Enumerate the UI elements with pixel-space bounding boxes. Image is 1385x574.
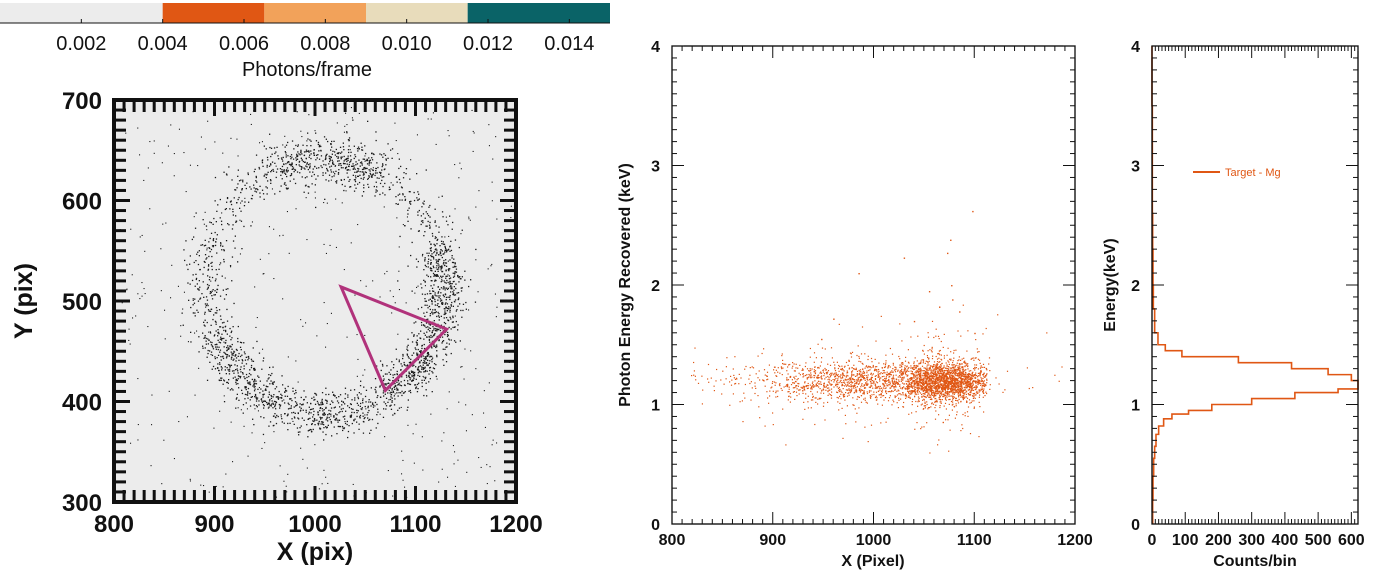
middle-y-tick-label: 4 (651, 39, 660, 56)
colorbar-tick-label: 0.004 (138, 33, 188, 55)
colorbar-bands (0, 3, 610, 24)
middle-plot-frame (671, 45, 1076, 525)
left-y-axis-label: Y (pix) (10, 263, 38, 339)
middle-x-tick-label: 800 (659, 532, 686, 549)
middle-x-tick-label: 1200 (1057, 532, 1093, 549)
right-x-tick-label: 400 (1272, 532, 1299, 549)
middle-x-tick-label: 1000 (856, 532, 892, 549)
legend: Target - Mg (1193, 167, 1281, 179)
left-y-tick-label: 600 (62, 189, 102, 216)
right-y-axis-label: Energy(keV) (1102, 238, 1119, 331)
middle-y-axis-label: Photon Energy Recovered (keV) (617, 163, 634, 407)
colorbar: 0.002 0.004 0.006 0.008 0.010 0.012 0.014 Phot… (0, 3, 610, 81)
scatter-points (691, 210, 1063, 454)
left-x-tick-label: 1000 (288, 511, 341, 538)
colorbar-band (264, 3, 366, 23)
left-x-tick-label: 800 (94, 511, 134, 538)
histogram-step-line (1151, 46, 1359, 524)
photon-points (119, 107, 512, 498)
right-x-tick-label: 500 (1305, 532, 1332, 549)
colorbar-band (0, 3, 163, 23)
panel-right: 0 100 200 300 400 500 600 0 1 2 3 4 Target - Mg Cou… (1102, 39, 1365, 570)
colorbar-band (366, 3, 468, 23)
right-x-tick-label: 0 (1148, 532, 1157, 549)
middle-x-tick-label: 1100 (957, 532, 992, 549)
colorbar-band (162, 3, 265, 23)
left-x-tick-label: 1100 (389, 511, 441, 538)
right-x-axis-label: Counts/bin (1213, 553, 1297, 570)
left-x-tick-label: 900 (194, 511, 234, 538)
right-y-tick-label: 2 (1131, 278, 1140, 295)
right-x-tick-label: 100 (1172, 532, 1199, 549)
middle-x-axis-label: X (Pixel) (841, 553, 904, 570)
colorbar-ticks: 0.002 0.004 0.006 0.008 0.010 0.012 0.014 (56, 19, 594, 55)
right-y-tick-label: 0 (1131, 517, 1140, 534)
left-tick-labels: 800 900 1000 1100 1200 300 400 500 600 700 (62, 88, 543, 538)
image-background (114, 100, 516, 502)
panel-middle: 800 900 1000 1100 1200 0 1 2 3 4 X (Pixel) Photon… (617, 39, 1093, 570)
colorbar-label: Photons/frame (242, 59, 372, 81)
right-tick-marks (1151, 45, 1359, 525)
middle-ticks: 800 900 1000 1100 1200 0 1 2 3 4 (651, 39, 1093, 549)
middle-tick-marks (671, 45, 1076, 525)
left-x-tick-label: 1200 (489, 511, 542, 538)
right-ticks: 0 100 200 300 400 500 600 0 1 2 3 4 (1131, 39, 1365, 549)
image-tick-marks (112, 98, 518, 504)
legend-entry: Target - Mg (1225, 167, 1281, 179)
middle-y-tick-label: 0 (651, 517, 660, 534)
photon-energy-points (691, 210, 1063, 454)
colorbar-tick-label: 0.006 (219, 33, 269, 55)
colorbar-tick-label: 0.012 (463, 33, 513, 55)
colorbar-tick-label: 0.002 (56, 33, 106, 55)
right-plot-frame (1151, 45, 1359, 525)
colorbar-tick-label: 0.008 (300, 33, 350, 55)
middle-y-tick-label: 1 (651, 398, 660, 415)
image-frame (112, 98, 518, 504)
right-x-tick-label: 300 (1238, 532, 1265, 549)
right-y-tick-label: 4 (1131, 39, 1140, 56)
panel-left: 800 900 1000 1100 1200 300 400 500 600 700 X (pix… (10, 88, 543, 566)
colorbar-band (467, 3, 610, 23)
middle-x-tick-label: 900 (759, 532, 786, 549)
left-y-tick-label: 500 (62, 289, 102, 316)
right-x-tick-label: 600 (1338, 532, 1365, 549)
left-y-tick-label: 300 (62, 490, 102, 517)
right-x-tick-label: 200 (1205, 532, 1232, 549)
colorbar-tick-label: 0.014 (544, 33, 594, 55)
left-y-tick-label: 700 (62, 88, 102, 115)
region-polygon (338, 284, 450, 394)
colorbar-tick-label: 0.010 (382, 33, 432, 55)
left-x-axis-label: X (pix) (277, 538, 353, 566)
left-y-tick-label: 400 (62, 390, 102, 417)
middle-y-tick-label: 2 (651, 278, 660, 295)
right-y-tick-label: 3 (1131, 159, 1140, 176)
middle-y-tick-label: 3 (651, 159, 660, 176)
photon-point-cloud (119, 107, 512, 498)
right-y-tick-label: 1 (1131, 398, 1140, 415)
